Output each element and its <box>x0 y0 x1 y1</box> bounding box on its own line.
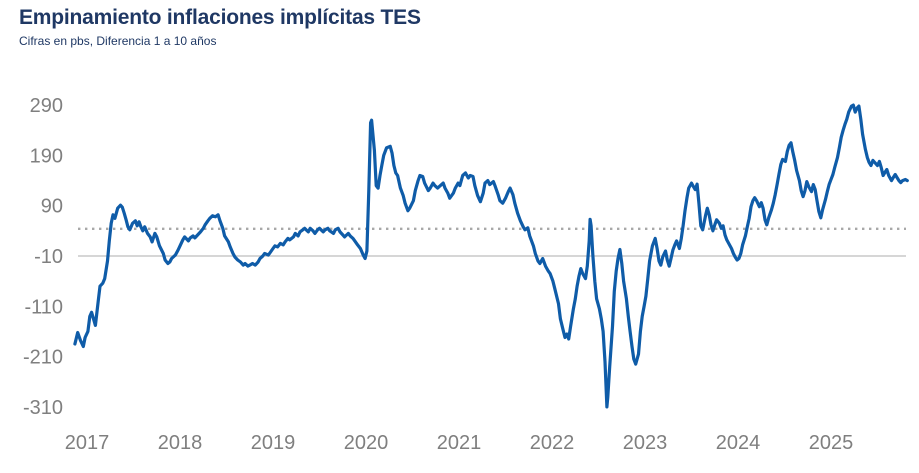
x-tick-label: 2021 <box>437 432 482 454</box>
x-tick-label: 2019 <box>251 432 296 454</box>
y-tick-label: 290 <box>30 95 63 117</box>
y-tick-label: -210 <box>23 347 63 369</box>
y-tick-label: -110 <box>24 296 63 318</box>
x-tick-label: 2018 <box>158 432 203 454</box>
chart-title: Empinamiento inflaciones implícitas TES <box>19 6 421 29</box>
y-tick-label: -310 <box>23 397 63 419</box>
series-line <box>73 103 909 409</box>
y-tick-label: -10 <box>34 246 63 268</box>
x-tick-label: 2023 <box>623 432 668 454</box>
y-tick-label: 90 <box>41 196 63 218</box>
x-tick-label: 2022 <box>530 432 575 454</box>
y-tick-label: 190 <box>30 145 63 167</box>
chart-subtitle: Cifras en pbs, Diferencia 1 a 10 años <box>19 34 217 48</box>
x-tick-label: 2025 <box>809 432 854 454</box>
x-tick-label: 2020 <box>344 432 389 454</box>
x-tick-label: 2024 <box>716 432 761 454</box>
x-tick-label: 2017 <box>65 432 110 454</box>
